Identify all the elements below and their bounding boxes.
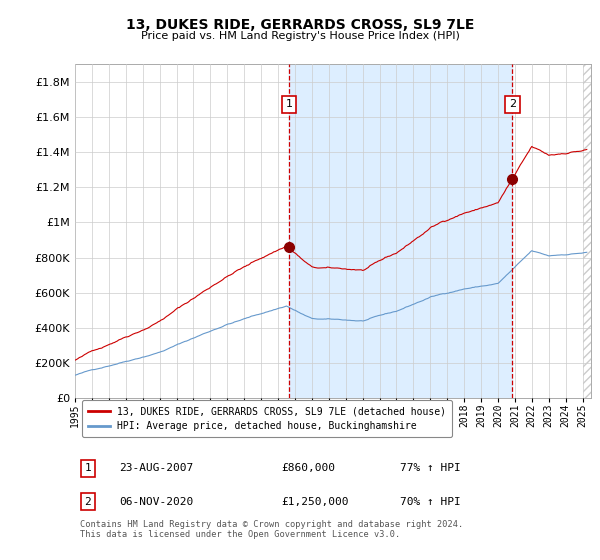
Bar [289,64,512,398]
Text: 77% ↑ HPI: 77% ↑ HPI [400,463,461,473]
Text: 2: 2 [509,100,516,109]
Text: 23-AUG-2007: 23-AUG-2007 [119,463,193,473]
Text: 1: 1 [85,463,91,473]
Text: Price paid vs. HM Land Registry's House Price Index (HPI): Price paid vs. HM Land Registry's House … [140,31,460,41]
Text: Contains HM Land Registry data © Crown copyright and database right 2024.
This d: Contains HM Land Registry data © Crown c… [80,520,463,539]
Text: 06-NOV-2020: 06-NOV-2020 [119,497,193,507]
Text: 70% ↑ HPI: 70% ↑ HPI [400,497,461,507]
Text: £860,000: £860,000 [281,463,335,473]
Bar [583,64,591,398]
Legend: 13, DUKES RIDE, GERRARDS CROSS, SL9 7LE (detached house), HPI: Average price, de: 13, DUKES RIDE, GERRARDS CROSS, SL9 7LE … [82,400,452,437]
Bar [583,64,591,398]
Text: 13, DUKES RIDE, GERRARDS CROSS, SL9 7LE: 13, DUKES RIDE, GERRARDS CROSS, SL9 7LE [126,18,474,32]
Text: 2: 2 [85,497,91,507]
Text: 1: 1 [286,100,293,109]
Text: £1,250,000: £1,250,000 [281,497,349,507]
